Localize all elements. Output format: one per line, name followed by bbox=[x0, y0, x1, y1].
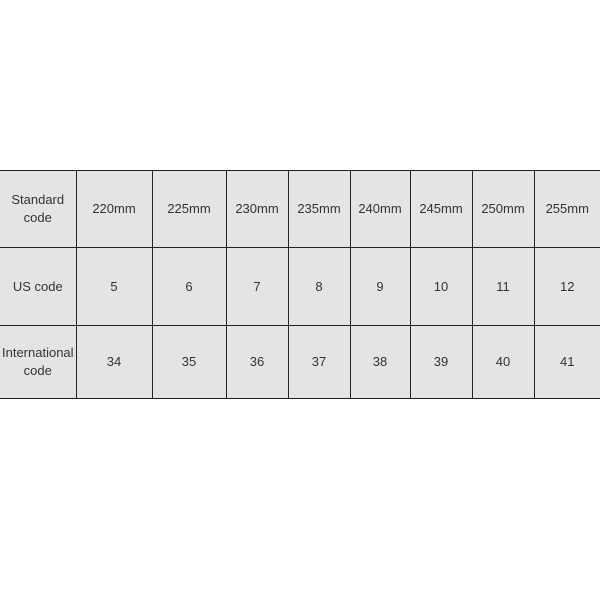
table-cell: 230mm bbox=[225, 170, 289, 248]
table-cell: 240mm bbox=[349, 170, 411, 248]
table-cell: 9 bbox=[349, 247, 411, 326]
standard-code-row: Standard code 220mm 225mm 230mm 235mm 240mm 24… bbox=[0, 170, 600, 248]
international-code-row: International code 34 35 36 37 38 39 40 41 bbox=[0, 325, 600, 399]
table-cell: 255mm bbox=[533, 170, 600, 248]
row-header: US code bbox=[0, 247, 77, 326]
table-cell: 8 bbox=[287, 247, 351, 326]
table-cell: 35 bbox=[151, 325, 227, 399]
us-code-row: US code 5 6 7 8 9 10 11 12 bbox=[0, 247, 600, 326]
table-cell: 12 bbox=[533, 247, 600, 326]
table-cell: 245mm bbox=[409, 170, 473, 248]
table-cell: 250mm bbox=[471, 170, 535, 248]
table-cell: 6 bbox=[151, 247, 227, 326]
size-chart-table: Standard code 220mm 225mm 230mm 235mm 240mm 24… bbox=[0, 170, 600, 399]
table-cell: 10 bbox=[409, 247, 473, 326]
table-cell: 225mm bbox=[151, 170, 227, 248]
row-header: International code bbox=[0, 325, 77, 399]
table-cell: 37 bbox=[287, 325, 351, 399]
table-cell: 34 bbox=[75, 325, 153, 399]
table-cell: 5 bbox=[75, 247, 153, 326]
table-cell: 235mm bbox=[287, 170, 351, 248]
table-cell: 220mm bbox=[75, 170, 153, 248]
table-cell: 36 bbox=[225, 325, 289, 399]
table-cell: 39 bbox=[409, 325, 473, 399]
table-cell: 11 bbox=[471, 247, 535, 326]
row-header: Standard code bbox=[0, 170, 77, 248]
table-cell: 40 bbox=[471, 325, 535, 399]
table-cell: 7 bbox=[225, 247, 289, 326]
table-cell: 41 bbox=[533, 325, 600, 399]
table-cell: 38 bbox=[349, 325, 411, 399]
